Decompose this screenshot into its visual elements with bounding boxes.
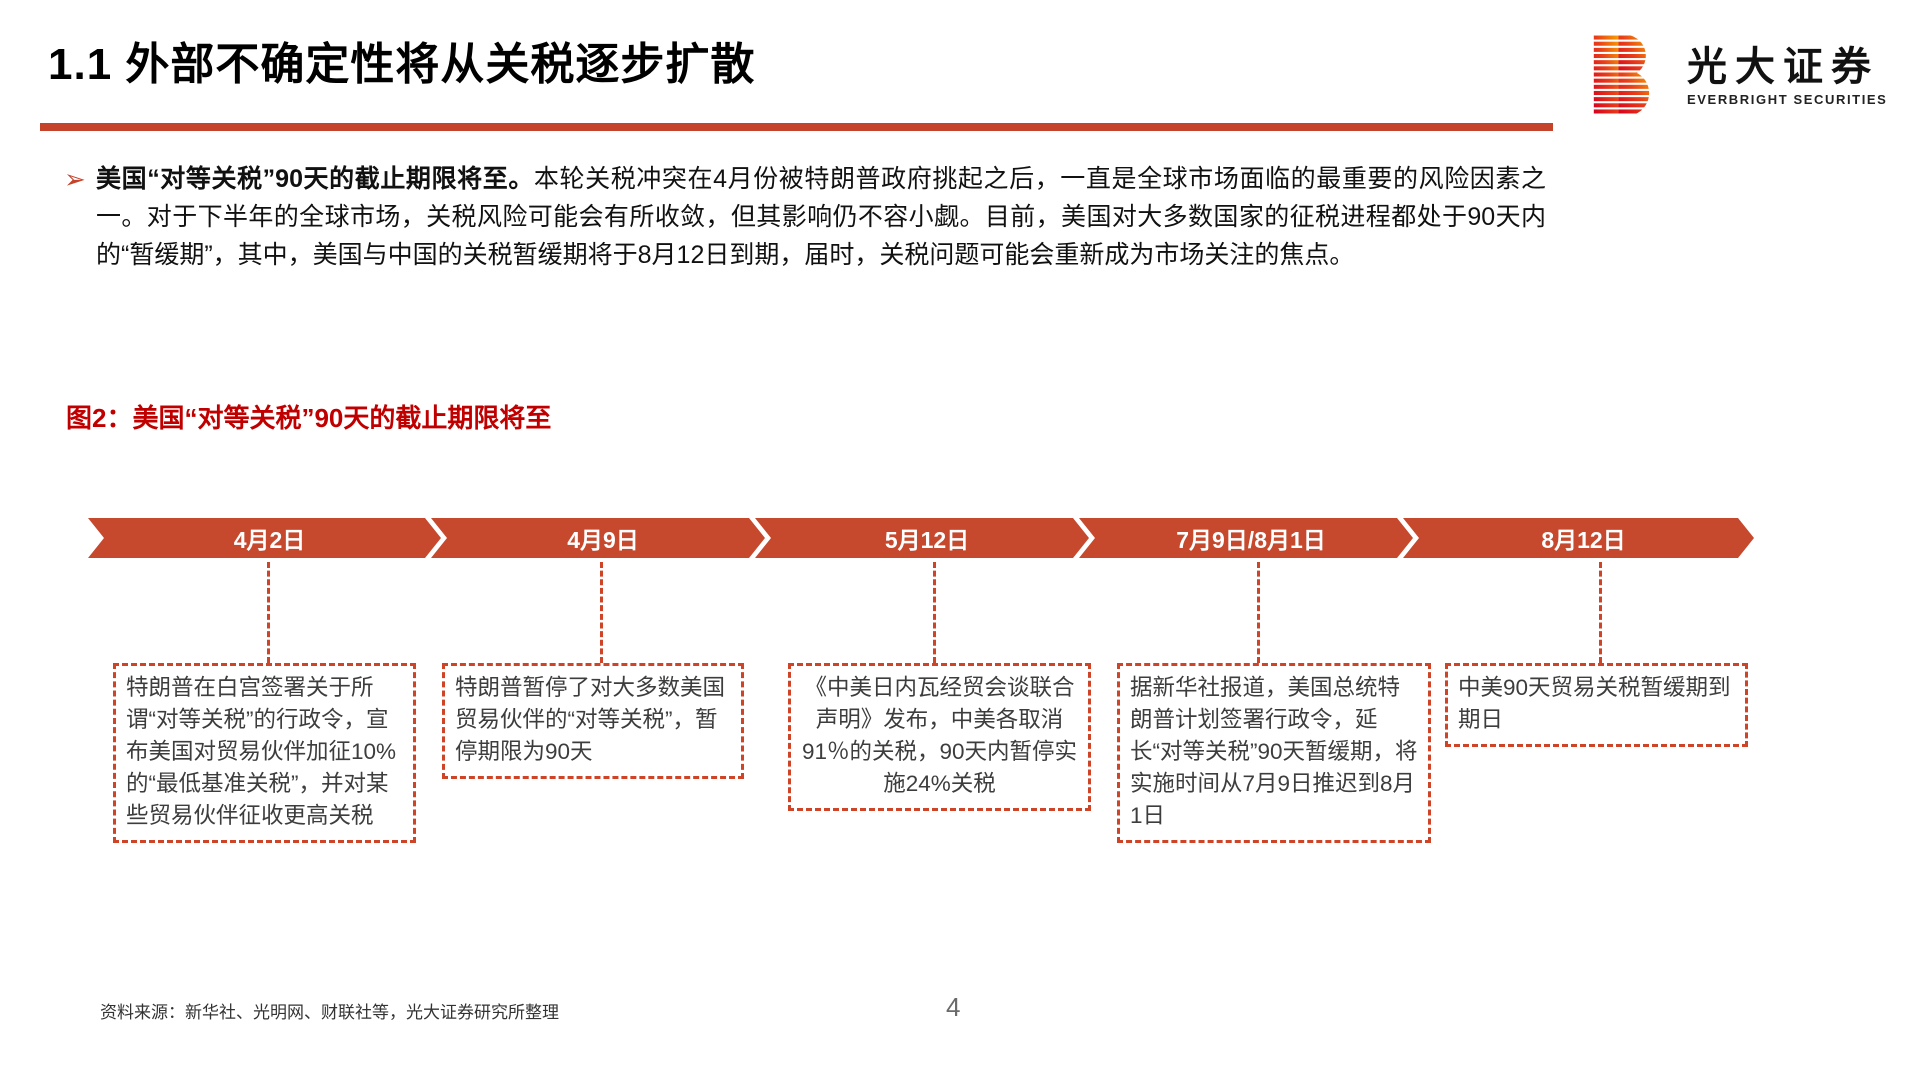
page-title: 1.1 外部不确定性将从关税逐步扩散 [48, 40, 756, 89]
timeline-connector-line [267, 562, 270, 663]
timeline-connector-line [1257, 562, 1260, 663]
timeline-event-box: 《中美日内瓦经贸会谈联合声明》发布，中美各取消91％的关税，90天内暂停实施24… [788, 663, 1091, 811]
timeline-segment: 7月9日/8月1日 [1079, 518, 1413, 558]
everbright-logo: 光大证券 EVERBRIGHT SECURITIES [1585, 32, 1887, 120]
timeline-event-box: 特朗普暂停了对大多数美国贸易伙伴的“对等关税”，暂停期限为90天 [442, 663, 744, 779]
page-number: 4 [946, 992, 961, 1022]
title-underline [40, 123, 1553, 131]
figure-caption: 图2：美国“对等关税”90天的截止期限将至 [66, 403, 552, 433]
paragraph-text: 美国“对等关税”90天的截止期限将至。本轮关税冲突在4月份被特朗普政府挑起之后，… [96, 160, 1546, 274]
key-point-paragraph: ➢ 美国“对等关税”90天的截止期限将至。本轮关税冲突在4月份被特朗普政府挑起之… [64, 160, 1546, 274]
timeline-segment: 4月9日 [431, 518, 765, 558]
timeline-date-label: 4月2日 [233, 527, 306, 553]
timeline-event-box: 特朗普在白宫签署关于所谓“对等关税”的行政令，宣布美国对贸易伙伴加征10%的“最… [113, 663, 416, 843]
paragraph-body: 本轮关税冲突在4月份被特朗普政府挑起之后，一直是全球市场面临的最重要的风险因素之… [96, 165, 1546, 269]
logo-name-en: EVERBRIGHT SECURITIES [1687, 92, 1888, 107]
timeline-connector-line [600, 562, 603, 663]
timeline-segment: 8月12日 [1403, 518, 1754, 558]
timeline-date-label: 8月12日 [1541, 527, 1626, 553]
arrow-bullet-icon: ➢ [64, 164, 86, 194]
timeline-connector-line [1599, 562, 1602, 663]
timeline-connector-line [933, 562, 936, 663]
timeline-date-label: 7月9日/8月1日 [1176, 527, 1326, 553]
timeline-event-box: 中美90天贸易关税暂缓期到期日 [1445, 663, 1748, 747]
timeline-bar: 4月2日 4月9日 5月12日 7月9日/8月1日 8月12日 [88, 518, 1758, 558]
paragraph-lead-bold: 美国“对等关税”90天的截止期限将至。 [96, 165, 534, 193]
timeline-event-box: 据新华社报道，美国总统特朗普计划签署行政令，延长“对等关税”90天暂缓期，将实施… [1117, 663, 1431, 843]
source-note: 资料来源：新华社、光明网、财联社等，光大证券研究所整理 [100, 1003, 559, 1022]
everbright-b-icon [1593, 35, 1650, 114]
timeline-segment: 4月2日 [88, 518, 441, 558]
timeline-date-label: 4月9日 [567, 527, 639, 553]
logo-name-cn: 光大证券 [1687, 45, 1879, 89]
timeline-segment: 5月12日 [755, 518, 1089, 558]
logo-text-block: 光大证券 EVERBRIGHT SECURITIES [1687, 45, 1887, 107]
timeline-date-label: 5月12日 [884, 527, 970, 553]
